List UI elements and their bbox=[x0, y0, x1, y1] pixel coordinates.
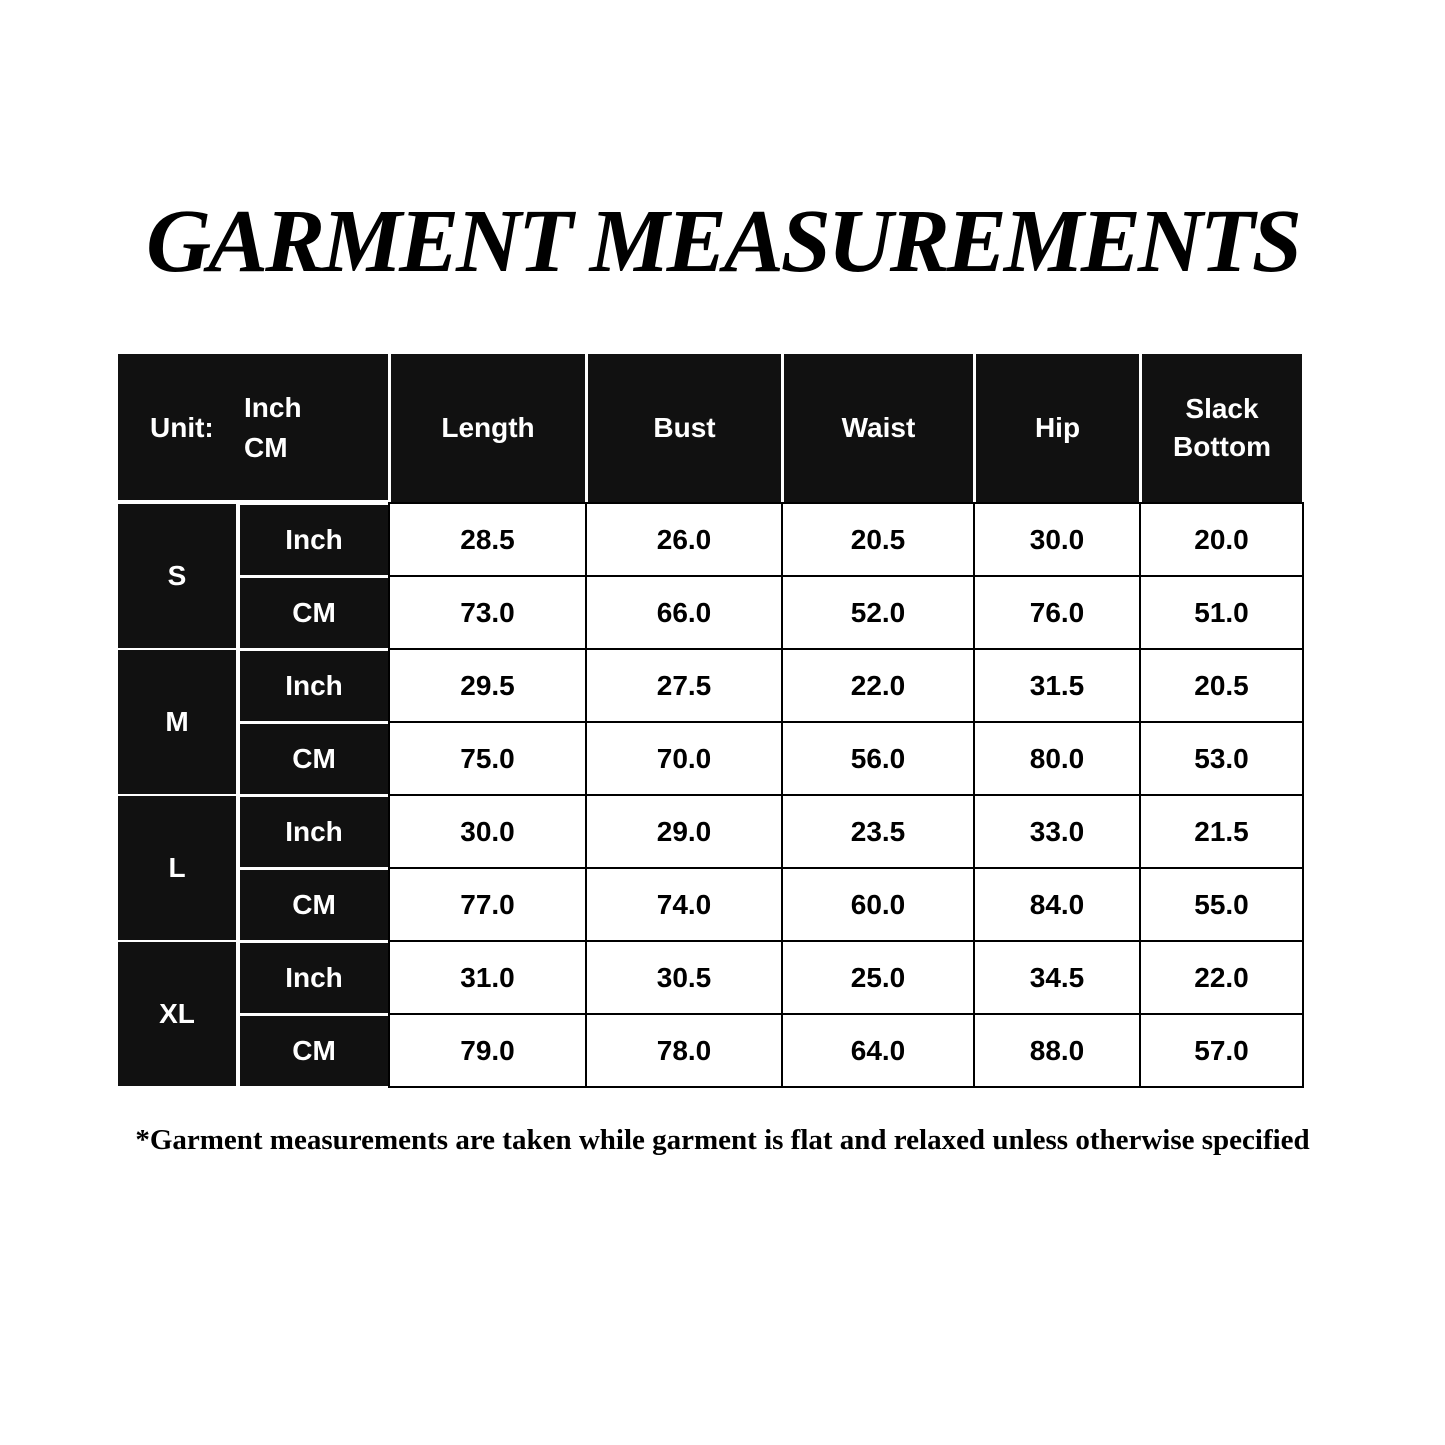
unit-cell: Inch bbox=[240, 651, 388, 721]
unit-label: Unit: bbox=[150, 412, 214, 443]
value-cell: 34.5 bbox=[973, 940, 1141, 1015]
value-cell: 23.5 bbox=[781, 794, 975, 869]
column-header: Hip bbox=[976, 354, 1139, 502]
unit-cell: Inch bbox=[240, 943, 388, 1013]
value-cell: 20.5 bbox=[1139, 648, 1304, 723]
value-cell: 53.0 bbox=[1139, 721, 1304, 796]
value-cell: 88.0 bbox=[973, 1013, 1141, 1088]
value-cell: 60.0 bbox=[781, 867, 975, 942]
footnote: *Garment measurements are taken while ga… bbox=[135, 1124, 1310, 1156]
unit-cell: CM bbox=[240, 1016, 388, 1086]
unit-cell: Inch bbox=[240, 797, 388, 867]
value-cell: 80.0 bbox=[973, 721, 1141, 796]
title: GARMENT MEASUREMENTS bbox=[146, 192, 1302, 291]
value-cell: 73.0 bbox=[388, 575, 587, 650]
value-cell: 30.0 bbox=[973, 502, 1141, 577]
value-cell: 78.0 bbox=[585, 1013, 783, 1088]
value-cell: 52.0 bbox=[781, 575, 975, 650]
value-cell: 74.0 bbox=[585, 867, 783, 942]
value-cell: 51.0 bbox=[1139, 575, 1304, 650]
value-cell: 57.0 bbox=[1139, 1013, 1304, 1088]
value-cell: 79.0 bbox=[388, 1013, 587, 1088]
column-header: Slack Bottom bbox=[1142, 354, 1302, 502]
value-cell: 76.0 bbox=[973, 575, 1141, 650]
value-cell: 31.5 bbox=[973, 648, 1141, 723]
size-label: L bbox=[118, 796, 236, 940]
value-cell: 56.0 bbox=[781, 721, 975, 796]
value-cell: 55.0 bbox=[1139, 867, 1304, 942]
value-cell: 25.0 bbox=[781, 940, 975, 1015]
unit-option: CM bbox=[244, 432, 288, 463]
value-cell: 21.5 bbox=[1139, 794, 1304, 869]
value-cell: 29.5 bbox=[388, 648, 587, 723]
value-cell: 33.0 bbox=[973, 794, 1141, 869]
value-cell: 26.0 bbox=[585, 502, 783, 577]
value-cell: 75.0 bbox=[388, 721, 587, 796]
value-cell: 70.0 bbox=[585, 721, 783, 796]
value-cell: 22.0 bbox=[1139, 940, 1304, 1015]
column-header: Waist bbox=[784, 354, 973, 502]
value-cell: 27.5 bbox=[585, 648, 783, 723]
value-cell: 66.0 bbox=[585, 575, 783, 650]
value-cell: 30.5 bbox=[585, 940, 783, 1015]
unit-option: Inch bbox=[244, 392, 302, 423]
value-cell: 31.0 bbox=[388, 940, 587, 1015]
value-cell: 20.0 bbox=[1139, 502, 1304, 577]
size-label: S bbox=[118, 504, 236, 648]
unit-cell: CM bbox=[240, 724, 388, 794]
size-label: M bbox=[118, 650, 236, 794]
value-cell: 30.0 bbox=[388, 794, 587, 869]
unit-divider bbox=[0, 0, 152, 3]
value-cell: 29.0 bbox=[585, 794, 783, 869]
value-cell: 84.0 bbox=[973, 867, 1141, 942]
value-cell: 64.0 bbox=[781, 1013, 975, 1088]
column-header: Bust bbox=[588, 354, 781, 502]
unit-header bbox=[118, 354, 388, 500]
value-cell: 77.0 bbox=[388, 867, 587, 942]
unit-cell: Inch bbox=[240, 505, 388, 575]
column-header: Length bbox=[391, 354, 585, 502]
value-cell: 20.5 bbox=[781, 502, 975, 577]
unit-cell: CM bbox=[240, 578, 388, 648]
size-label: XL bbox=[118, 942, 236, 1086]
value-cell: 28.5 bbox=[388, 502, 587, 577]
value-cell: 22.0 bbox=[781, 648, 975, 723]
unit-cell: CM bbox=[240, 870, 388, 940]
